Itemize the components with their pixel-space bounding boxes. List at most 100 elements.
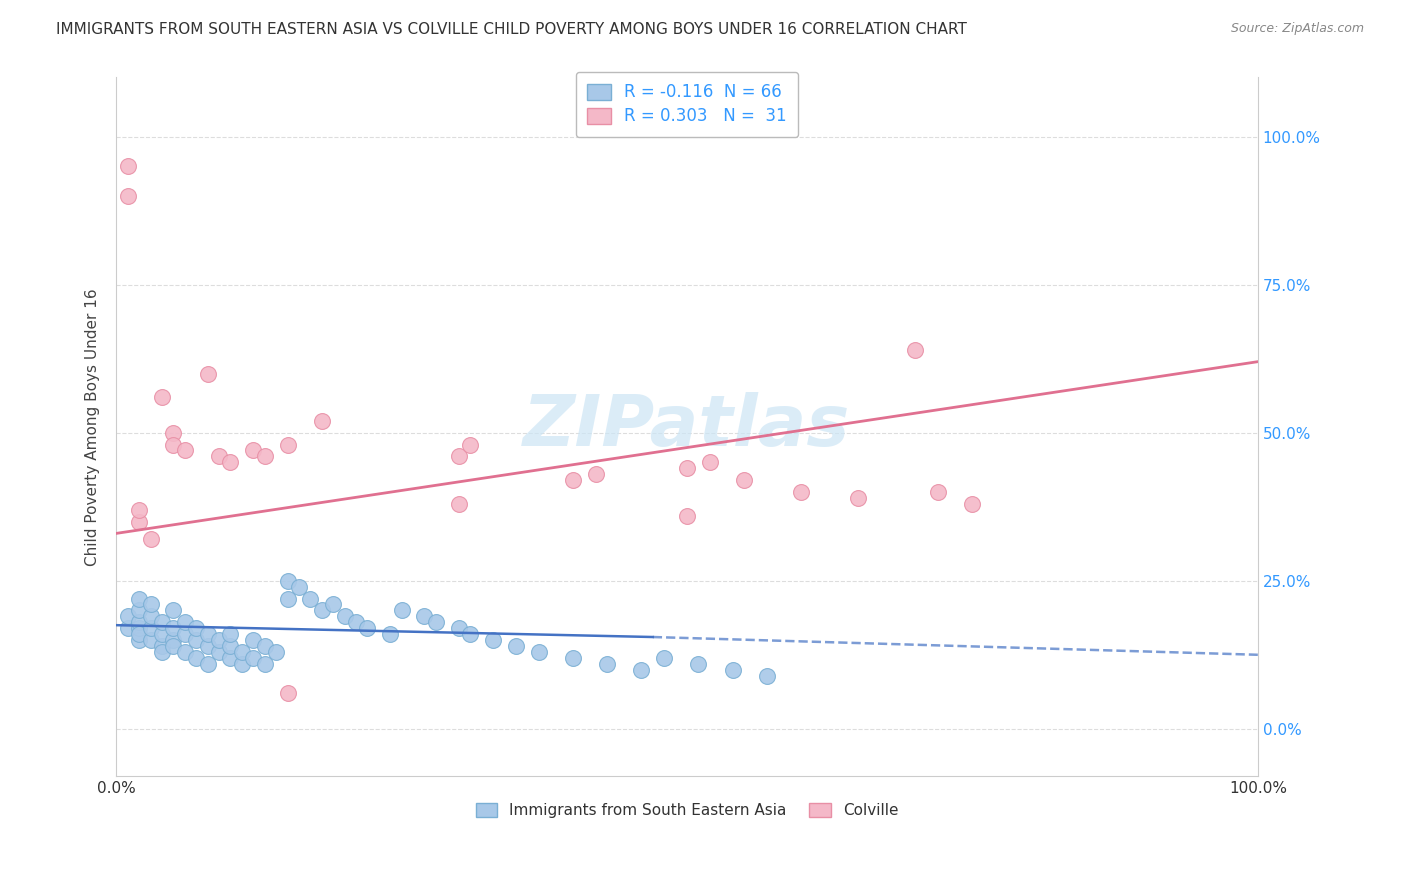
Point bbox=[447, 621, 470, 635]
Point bbox=[253, 657, 276, 671]
Point bbox=[197, 367, 219, 381]
Point bbox=[231, 645, 253, 659]
Point bbox=[790, 485, 813, 500]
Point bbox=[242, 650, 264, 665]
Point bbox=[128, 603, 150, 617]
Point bbox=[139, 598, 162, 612]
Point bbox=[186, 632, 208, 647]
Point bbox=[322, 598, 344, 612]
Point bbox=[208, 645, 231, 659]
Point bbox=[219, 650, 242, 665]
Point bbox=[344, 615, 367, 630]
Point bbox=[162, 425, 184, 440]
Y-axis label: Child Poverty Among Boys Under 16: Child Poverty Among Boys Under 16 bbox=[86, 288, 100, 566]
Point bbox=[197, 627, 219, 641]
Point bbox=[447, 450, 470, 464]
Point bbox=[162, 603, 184, 617]
Point bbox=[150, 645, 173, 659]
Point bbox=[846, 491, 869, 505]
Point bbox=[652, 650, 675, 665]
Point bbox=[128, 627, 150, 641]
Point bbox=[276, 686, 298, 700]
Point bbox=[264, 645, 287, 659]
Point bbox=[150, 639, 173, 653]
Point bbox=[128, 591, 150, 606]
Point bbox=[128, 502, 150, 516]
Point bbox=[162, 632, 184, 647]
Point bbox=[482, 632, 505, 647]
Point bbox=[150, 615, 173, 630]
Point bbox=[219, 455, 242, 469]
Point bbox=[299, 591, 322, 606]
Point bbox=[585, 467, 607, 482]
Point bbox=[676, 461, 699, 475]
Point bbox=[242, 632, 264, 647]
Point bbox=[219, 639, 242, 653]
Point bbox=[253, 639, 276, 653]
Legend: Immigrants from South Eastern Asia, Colville: Immigrants from South Eastern Asia, Colv… bbox=[470, 797, 904, 824]
Point bbox=[721, 663, 744, 677]
Point bbox=[733, 473, 755, 487]
Point bbox=[676, 508, 699, 523]
Point bbox=[208, 450, 231, 464]
Text: Source: ZipAtlas.com: Source: ZipAtlas.com bbox=[1230, 22, 1364, 36]
Point bbox=[630, 663, 652, 677]
Point bbox=[288, 580, 311, 594]
Point bbox=[128, 615, 150, 630]
Point bbox=[458, 437, 481, 451]
Point bbox=[150, 390, 173, 404]
Point bbox=[688, 657, 710, 671]
Point bbox=[139, 621, 162, 635]
Point bbox=[128, 621, 150, 635]
Point bbox=[139, 533, 162, 547]
Point bbox=[413, 609, 436, 624]
Point bbox=[173, 615, 195, 630]
Point bbox=[128, 515, 150, 529]
Point bbox=[162, 639, 184, 653]
Point bbox=[699, 455, 721, 469]
Point bbox=[505, 639, 527, 653]
Point bbox=[311, 414, 333, 428]
Point bbox=[561, 650, 583, 665]
Point bbox=[117, 189, 139, 203]
Point bbox=[173, 443, 195, 458]
Point bbox=[276, 591, 298, 606]
Point bbox=[231, 657, 253, 671]
Point bbox=[596, 657, 619, 671]
Point bbox=[197, 639, 219, 653]
Point bbox=[391, 603, 413, 617]
Point bbox=[755, 668, 778, 682]
Point bbox=[311, 603, 333, 617]
Point bbox=[333, 609, 356, 624]
Point bbox=[276, 437, 298, 451]
Point bbox=[219, 627, 242, 641]
Point bbox=[962, 497, 984, 511]
Point bbox=[139, 632, 162, 647]
Point bbox=[380, 627, 402, 641]
Text: IMMIGRANTS FROM SOUTH EASTERN ASIA VS COLVILLE CHILD POVERTY AMONG BOYS UNDER 16: IMMIGRANTS FROM SOUTH EASTERN ASIA VS CO… bbox=[56, 22, 967, 37]
Point bbox=[425, 615, 447, 630]
Point bbox=[447, 497, 470, 511]
Point bbox=[162, 621, 184, 635]
Point bbox=[242, 443, 264, 458]
Point bbox=[197, 657, 219, 671]
Point bbox=[186, 621, 208, 635]
Point bbox=[253, 450, 276, 464]
Point bbox=[173, 627, 195, 641]
Point bbox=[356, 621, 378, 635]
Point bbox=[117, 609, 139, 624]
Point bbox=[276, 574, 298, 588]
Point bbox=[458, 627, 481, 641]
Point bbox=[186, 650, 208, 665]
Point bbox=[117, 159, 139, 173]
Text: ZIPatlas: ZIPatlas bbox=[523, 392, 851, 461]
Point bbox=[150, 627, 173, 641]
Point bbox=[561, 473, 583, 487]
Point bbox=[173, 645, 195, 659]
Point bbox=[117, 621, 139, 635]
Point bbox=[927, 485, 949, 500]
Point bbox=[139, 609, 162, 624]
Point bbox=[162, 437, 184, 451]
Point bbox=[208, 632, 231, 647]
Point bbox=[128, 632, 150, 647]
